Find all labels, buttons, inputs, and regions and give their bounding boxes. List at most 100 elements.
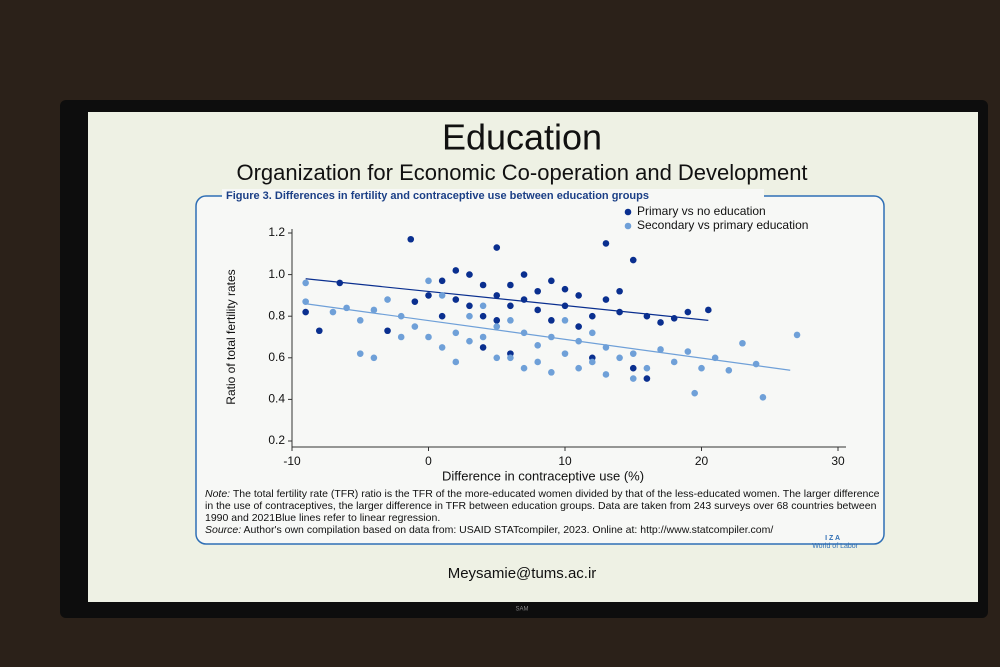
brand-bottom: World of Labor xyxy=(812,543,858,550)
point xyxy=(575,323,582,330)
point xyxy=(698,364,705,372)
point xyxy=(370,306,378,314)
point xyxy=(356,317,364,324)
figure-note: Note: The total fertility rate (TFR) rat… xyxy=(205,488,885,536)
point xyxy=(466,337,473,345)
point xyxy=(356,350,364,357)
point xyxy=(493,323,501,330)
point xyxy=(438,292,446,299)
y-tick-label: 0.6 xyxy=(268,350,285,364)
point xyxy=(670,358,678,366)
y-tick-label: 0.8 xyxy=(268,308,285,322)
source-text: Author's own compilation based on data f… xyxy=(243,524,774,536)
point xyxy=(691,389,698,397)
point xyxy=(411,323,419,330)
point xyxy=(479,344,487,351)
point xyxy=(602,296,610,303)
point xyxy=(739,339,746,347)
point xyxy=(548,277,555,285)
point xyxy=(548,317,555,324)
point xyxy=(384,296,391,303)
point xyxy=(397,333,405,341)
point xyxy=(466,271,473,278)
legend-label: Primary vs no education xyxy=(637,204,766,218)
point xyxy=(534,306,541,314)
point xyxy=(616,308,623,316)
point xyxy=(705,306,712,314)
point xyxy=(561,317,569,324)
point xyxy=(493,292,501,299)
x-tick-label: 10 xyxy=(558,454,572,468)
point xyxy=(384,327,391,335)
point xyxy=(670,314,678,322)
point xyxy=(425,277,432,285)
point xyxy=(589,312,596,320)
legend-marker xyxy=(624,222,632,230)
x-axis-label: Difference in contraceptive use (%) xyxy=(442,468,644,483)
point xyxy=(425,333,432,341)
point xyxy=(725,366,733,374)
point xyxy=(759,394,767,401)
point xyxy=(302,308,309,316)
point xyxy=(561,350,569,357)
slide-subtitle: Organization for Economic Co-operation a… xyxy=(236,160,807,185)
x-tick-label: 30 xyxy=(831,454,845,468)
point xyxy=(407,235,415,243)
point xyxy=(438,312,446,320)
brand-top: I Z A xyxy=(825,535,840,542)
point xyxy=(452,267,460,274)
point xyxy=(507,354,514,362)
point xyxy=(684,348,692,355)
y-tick-label: 1.0 xyxy=(268,267,285,281)
regression-line xyxy=(305,278,709,321)
regression-line xyxy=(305,303,791,371)
point xyxy=(302,279,309,287)
point xyxy=(589,329,596,337)
point xyxy=(629,350,637,357)
x-tick-label: 0 xyxy=(425,454,432,468)
y-tick-label: 0.2 xyxy=(268,433,285,447)
figure-title-bg xyxy=(222,189,764,203)
point xyxy=(534,287,541,295)
y-axis-label: Ratio of total fertility rates xyxy=(224,269,238,404)
point xyxy=(616,287,623,295)
legend-label: Secondary vs primary education xyxy=(637,218,808,232)
y-tick-label: 0.4 xyxy=(268,392,285,406)
point xyxy=(479,281,487,289)
point xyxy=(520,271,528,278)
point xyxy=(534,358,541,366)
point xyxy=(397,312,405,320)
point xyxy=(657,319,664,326)
point xyxy=(479,333,487,341)
point xyxy=(575,292,582,299)
point xyxy=(370,354,378,362)
point xyxy=(643,364,651,372)
legend-marker xyxy=(624,208,632,216)
point xyxy=(493,354,501,362)
point xyxy=(452,358,460,366)
point xyxy=(602,371,610,378)
point xyxy=(520,364,528,372)
point xyxy=(336,279,344,287)
point xyxy=(479,302,487,310)
point xyxy=(589,358,596,366)
x-tick-label: -10 xyxy=(283,454,301,468)
point xyxy=(507,302,514,310)
point xyxy=(575,364,582,372)
source-label: Source: xyxy=(205,524,242,536)
point xyxy=(684,308,692,316)
point xyxy=(425,292,432,299)
bezel-logo: SAM xyxy=(515,607,528,613)
figure-title: Figure 3. Differences in fertility and c… xyxy=(226,190,649,202)
point xyxy=(438,344,446,351)
email: Meysamie@tums.ac.ir xyxy=(448,565,597,582)
point xyxy=(616,354,623,362)
point xyxy=(548,369,555,376)
point xyxy=(438,277,446,285)
point xyxy=(507,317,514,324)
point xyxy=(493,317,501,324)
note-label: Note: xyxy=(205,488,231,500)
point xyxy=(493,244,501,251)
slide-title: Education xyxy=(442,117,602,158)
